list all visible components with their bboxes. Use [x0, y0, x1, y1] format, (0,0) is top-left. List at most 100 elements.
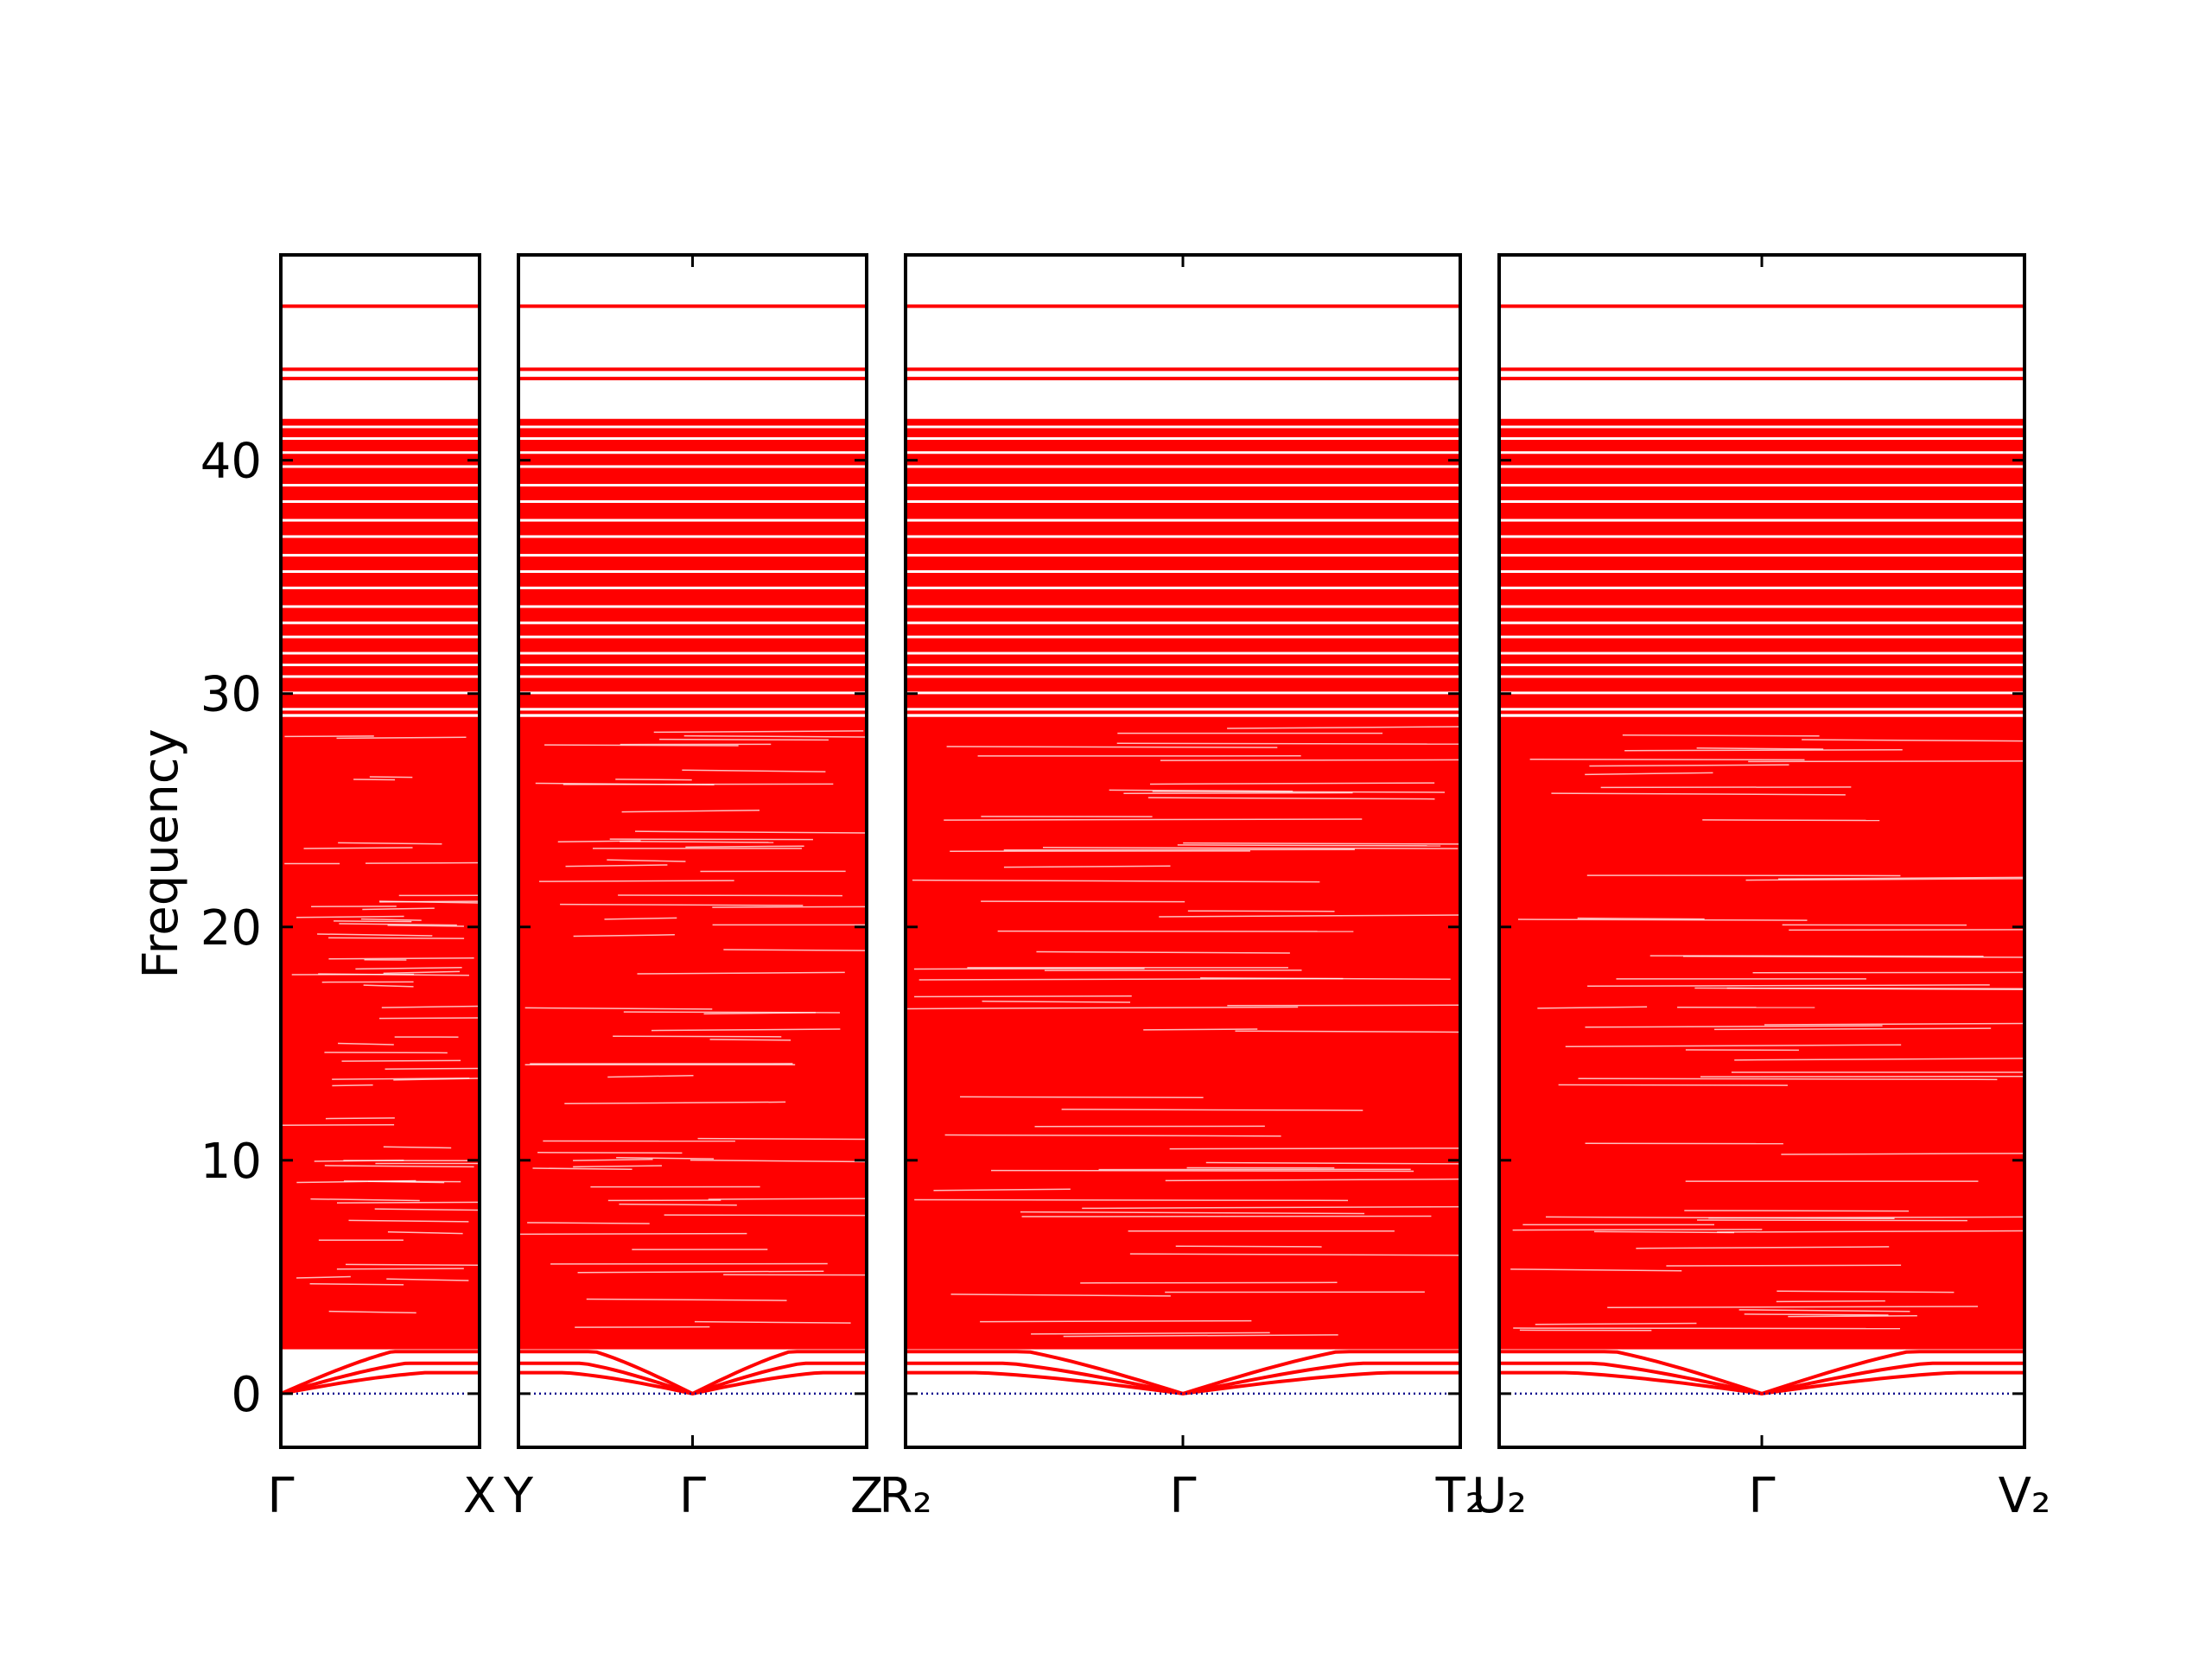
band-gap-line	[577, 1270, 824, 1274]
band-gap-line	[519, 1232, 747, 1236]
flat-band-stack	[518, 539, 867, 555]
flat-band-stack	[906, 656, 1460, 664]
band-gap-line	[1152, 791, 1445, 793]
band-gap-line	[310, 1198, 420, 1202]
band-gap-line	[1578, 1077, 1998, 1081]
flat-band-stack	[281, 609, 480, 622]
band-gap-line	[348, 1219, 469, 1223]
band-gap-line	[1776, 1300, 1885, 1303]
k-point-label: Γ	[1748, 1468, 1775, 1524]
band-gap-line	[573, 934, 675, 938]
band-gap-line	[565, 864, 668, 868]
band-gap-line	[339, 923, 457, 926]
band-gap-line	[944, 818, 1363, 821]
band-gap-line	[1043, 847, 1459, 849]
band-gap-line	[683, 734, 867, 738]
flat-band-stack	[281, 639, 480, 652]
flat-band-stack	[518, 558, 867, 570]
acoustic-band-line	[518, 1370, 867, 1395]
band-gap-line	[1696, 747, 1824, 750]
acoustic-band-line	[518, 1350, 867, 1396]
flat-band-stack	[1499, 626, 2024, 636]
acoustic-band-line	[1499, 1350, 2024, 1396]
band-gap-line	[338, 842, 442, 845]
flat-band-stack	[281, 679, 480, 692]
band-gap-line	[914, 1198, 1349, 1202]
flat-band-stack	[518, 420, 867, 426]
band-gap-line	[1129, 1253, 1460, 1256]
band-gap-line	[1649, 955, 1984, 957]
band-gap-line	[1175, 1245, 1322, 1248]
band-gap-line	[1227, 726, 1460, 729]
band-gap-line	[318, 973, 469, 976]
band-gap-line	[1734, 1058, 2024, 1061]
band-gap-line	[1764, 1022, 2024, 1026]
band-gap-line	[325, 1117, 395, 1120]
flat-band-stack	[281, 656, 480, 664]
band-gap-line	[332, 1084, 373, 1087]
band-gap-line	[615, 779, 692, 781]
band-gap-line	[1183, 842, 1460, 845]
band-gap-line	[1717, 1230, 2024, 1233]
band-gap-line	[1622, 734, 1820, 737]
band-gap-line	[637, 971, 845, 975]
band-gap-line	[607, 1074, 694, 1078]
band-gap-line	[369, 776, 413, 779]
flat-band-stack	[906, 420, 1460, 426]
band-panel	[517, 253, 868, 1449]
flat-band-stack	[518, 429, 867, 438]
band-gap-line	[1551, 792, 1846, 796]
flat-band-stack	[1499, 488, 2024, 500]
flat-band-stack	[906, 558, 1460, 570]
flat-band-stack	[906, 626, 1460, 636]
low-band-fill	[281, 1339, 480, 1350]
band-gap-line	[635, 830, 867, 834]
band-gap-line	[907, 1006, 1299, 1010]
band-gap-line	[1702, 819, 1880, 822]
band-gap-line	[653, 730, 864, 734]
flat-band-stack	[1499, 696, 2024, 709]
band-gap-line	[1738, 1309, 1910, 1313]
band-gap-line	[341, 1059, 461, 1062]
flat-band-stack	[518, 679, 867, 692]
band-gap-line	[560, 903, 804, 906]
band-gap-line	[387, 1231, 463, 1235]
band-gap-line	[1143, 1028, 1258, 1031]
flat-band-stack	[518, 590, 867, 606]
band-panel	[1497, 253, 2026, 1449]
band-panel	[904, 253, 1462, 1449]
band-gap-line	[387, 925, 464, 927]
band-gap-line	[981, 900, 1185, 903]
acoustic-band-line	[906, 1350, 1460, 1395]
band-gap-line	[1545, 1216, 1895, 1220]
band-gap-line	[623, 1011, 840, 1014]
band-gap-line	[385, 1067, 480, 1070]
flat-band-stack	[1499, 639, 2024, 652]
flat-band-stack	[518, 668, 867, 676]
flat-band-stack	[1499, 429, 2024, 438]
band-gap-line	[360, 918, 422, 921]
band-gap-line	[336, 1201, 480, 1204]
flat-band-stack	[518, 574, 867, 587]
band-gap-line	[363, 984, 414, 988]
band-gap-line	[378, 1017, 480, 1020]
band-gap-line	[712, 906, 867, 908]
flat-band-stack	[1499, 590, 2024, 606]
band-gap-line	[1177, 844, 1441, 847]
band-gap-line	[1021, 1215, 1432, 1217]
band-gap-line	[296, 1275, 351, 1279]
band-gap-line	[607, 859, 686, 862]
band-gap-line	[1080, 1281, 1338, 1284]
band-gap-line	[1116, 742, 1460, 745]
band-gap-line	[1777, 876, 2024, 880]
flat-band-stack	[518, 626, 867, 636]
band-gap-line	[1558, 1084, 1788, 1086]
flat-band-stack	[518, 609, 867, 622]
band-gap-line	[564, 1101, 786, 1104]
band-gap-line	[1082, 1205, 1460, 1210]
band-gap-line	[1748, 760, 2024, 763]
k-point-label: T₂	[1435, 1468, 1485, 1524]
k-point-label: Γ	[267, 1468, 294, 1524]
band-gap-line	[912, 879, 1320, 883]
band-gap-line	[1187, 910, 1335, 912]
